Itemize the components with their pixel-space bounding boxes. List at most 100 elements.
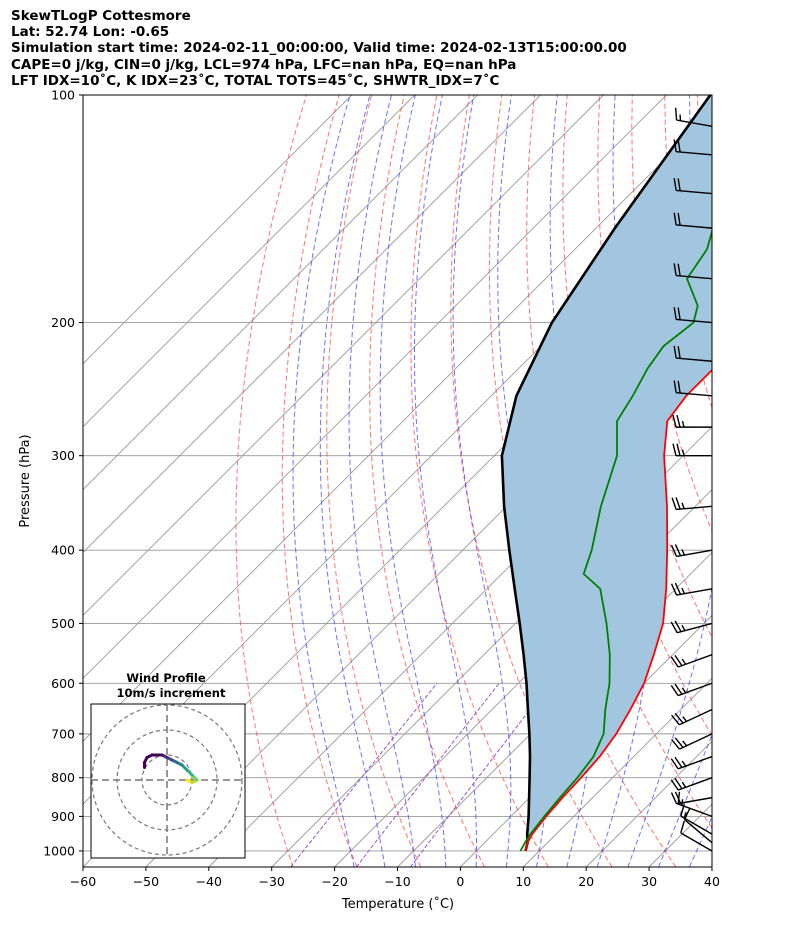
wind-barb bbox=[673, 263, 713, 280]
barb-staff bbox=[677, 622, 713, 634]
x-tick-label: −60 bbox=[70, 874, 96, 889]
barb-flag bbox=[674, 620, 682, 633]
barb-flag bbox=[673, 307, 677, 320]
dry-adiabat bbox=[450, 95, 613, 867]
wind-barb bbox=[671, 733, 713, 750]
y-axis-label: Pressure (hPa) bbox=[18, 434, 33, 527]
barb-flag bbox=[683, 808, 691, 820]
y-tick-label: 1000 bbox=[43, 843, 75, 858]
isotherm-line bbox=[711, 866, 712, 867]
header-title: SkewTLogP Cottesmore bbox=[11, 8, 191, 24]
wind-barb bbox=[670, 544, 713, 558]
x-tick-label: 10 bbox=[515, 874, 531, 889]
wind-barb bbox=[670, 582, 713, 596]
barb-flag bbox=[671, 714, 680, 726]
barb-flag bbox=[673, 212, 677, 226]
barb-flag bbox=[674, 544, 682, 556]
x-tick-label: 20 bbox=[578, 874, 594, 889]
barb-staff bbox=[677, 682, 713, 697]
mixing-ratio-line bbox=[290, 682, 438, 867]
barb-staff bbox=[676, 224, 713, 229]
isotherm-line bbox=[83, 111, 712, 742]
barb-staff bbox=[676, 357, 713, 362]
barb-half-flag bbox=[681, 781, 687, 788]
profiles-layer bbox=[500, 95, 712, 852]
barb-flag bbox=[671, 497, 677, 510]
barb-staff bbox=[676, 119, 713, 127]
barb-half-flag bbox=[681, 449, 685, 456]
wind-barbs bbox=[670, 107, 713, 852]
barb-flag bbox=[672, 414, 677, 428]
barb-staff bbox=[676, 796, 713, 805]
wind-barb bbox=[671, 497, 713, 511]
moist-adiabat bbox=[452, 95, 512, 867]
wind-barb bbox=[673, 178, 713, 195]
wind-barb bbox=[673, 345, 713, 362]
barb-flag bbox=[675, 497, 681, 510]
x-tick-label: −20 bbox=[321, 874, 347, 889]
wind-barb bbox=[670, 620, 713, 634]
barb-flag bbox=[676, 443, 681, 456]
barb-flag bbox=[670, 792, 678, 805]
hodograph-plot bbox=[91, 704, 245, 858]
y-tick-label: 500 bbox=[51, 616, 75, 631]
mixing-ratio-line bbox=[409, 682, 551, 867]
hodograph-title: Wind Profile bbox=[126, 671, 206, 685]
moist-adiabat bbox=[414, 95, 477, 867]
barb-staff bbox=[676, 549, 713, 558]
moist-adiabat bbox=[319, 95, 386, 867]
barb-staff bbox=[676, 151, 713, 156]
barb-flag bbox=[670, 583, 678, 596]
moist-adiabat bbox=[292, 95, 355, 867]
wind-barb bbox=[683, 808, 713, 844]
header-indices-2: LFT IDX=10˚C, K IDX=23˚C, TOTAL TOTS=45˚… bbox=[11, 72, 500, 89]
x-tick-label: −40 bbox=[196, 874, 222, 889]
hodograph-inset: Wind Profile 10m/s increment bbox=[90, 671, 246, 859]
barb-staff bbox=[676, 274, 713, 280]
barb-flag bbox=[670, 656, 679, 668]
y-tick-label: 600 bbox=[51, 676, 75, 691]
wind-barb bbox=[673, 212, 713, 229]
barb-flag bbox=[670, 758, 679, 770]
barb-flag bbox=[674, 713, 684, 724]
header-indices-1: CAPE=0 j/kg, CIN=0 j/kg, LCL=974 hPa, LF… bbox=[11, 56, 517, 73]
y-tick-label: 900 bbox=[51, 809, 75, 824]
barb-half-flag bbox=[681, 658, 687, 665]
wind-barb bbox=[672, 443, 712, 457]
y-tick-label: 200 bbox=[51, 315, 75, 330]
barb-staff bbox=[676, 588, 713, 596]
wind-barb bbox=[677, 791, 713, 818]
barb-flag bbox=[677, 263, 681, 277]
barb-flag bbox=[670, 684, 679, 696]
moist-adiabat bbox=[348, 95, 416, 867]
dry-adiabat bbox=[369, 95, 485, 867]
temperature-line bbox=[524, 368, 712, 852]
barb-flag bbox=[673, 345, 677, 359]
wind-barb bbox=[670, 777, 713, 791]
barb-flag bbox=[674, 737, 684, 748]
x-tick-label: 30 bbox=[641, 874, 657, 889]
mixing-ratio-line bbox=[355, 682, 500, 867]
barb-flag bbox=[671, 739, 680, 750]
dry-adiabat bbox=[730, 95, 794, 867]
barb-flag bbox=[670, 621, 678, 634]
barb-staff bbox=[676, 318, 713, 324]
barb-staff bbox=[677, 777, 713, 791]
barb-staff bbox=[679, 733, 713, 750]
isotherm-line bbox=[522, 677, 712, 867]
isotherm-line bbox=[83, 95, 541, 554]
x-tick-label: 0 bbox=[456, 874, 464, 889]
moist-adiabat bbox=[658, 733, 712, 867]
y-tick-label: 400 bbox=[51, 543, 75, 558]
barb-half-flag bbox=[681, 549, 686, 556]
isotherm-line bbox=[83, 95, 667, 679]
wind-barb bbox=[671, 708, 713, 726]
header-location: Lat: 52.74 Lon: -0.65 bbox=[11, 24, 170, 41]
wind-barb bbox=[670, 791, 713, 805]
barb-half-flag bbox=[681, 420, 685, 428]
barb-flag bbox=[673, 380, 677, 393]
isotherm-line bbox=[334, 488, 712, 867]
barb-staff bbox=[677, 803, 713, 818]
barb-staff bbox=[680, 815, 713, 835]
wind-barb bbox=[673, 380, 713, 397]
